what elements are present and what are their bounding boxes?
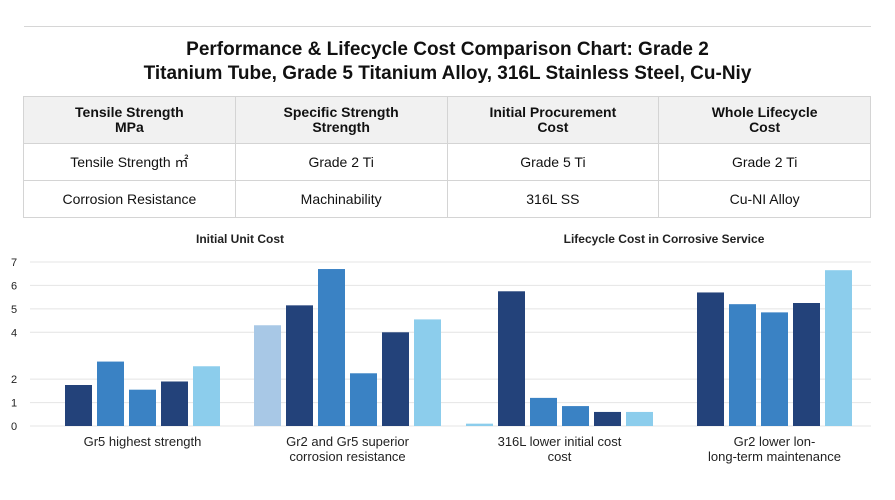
category-label: Gr5 highest strength	[84, 434, 202, 449]
category-label: long-term maintenance	[708, 449, 841, 464]
y-tick-label: 6	[11, 280, 17, 292]
table-cell: Grade 5 Ti	[446, 143, 660, 181]
bar	[161, 381, 188, 426]
bar	[97, 361, 124, 426]
table-cell: Machinability	[234, 180, 448, 218]
bar	[761, 312, 788, 426]
bar	[562, 406, 589, 426]
bar	[729, 304, 756, 426]
chart-title-line-2: Titanium Tube, Grade 5 Titanium Alloy, 3…	[143, 63, 752, 84]
category-label: cost	[548, 449, 572, 464]
category-label: corrosion resistance	[289, 449, 405, 464]
bar	[382, 332, 409, 426]
bar	[254, 325, 281, 426]
header-line: Whole Lifecycle	[711, 104, 818, 120]
table-cell: Grade 2 Ti	[234, 143, 448, 181]
header-line: MPa	[114, 119, 144, 135]
table-header-cell: Specific Strength Strength	[234, 96, 448, 144]
category-label: Gr2 lower lon-	[734, 434, 816, 449]
table-row: Tensile Strength ㎡ Grade 2 Ti Grade 5 Ti…	[23, 143, 871, 181]
category-label: 316L lower initial cost	[498, 434, 622, 449]
table-cell: Corrosion Resistance	[23, 180, 236, 218]
panel-title: Lifecycle Cost in Corrosive Service	[564, 232, 765, 246]
bar	[318, 269, 345, 426]
chart-title: Performance & Lifecycle Cost Comparison …	[0, 38, 895, 86]
table-header-row: Tensile Strength MPa Specific Strength S…	[23, 96, 871, 144]
comparison-table: Tensile Strength MPa Specific Strength S…	[23, 96, 871, 218]
bar	[530, 397, 557, 426]
bar	[466, 423, 493, 426]
header-line: Cost	[749, 119, 781, 135]
table-row: Corrosion Resistance Machinability 316L …	[23, 180, 871, 218]
bar	[793, 303, 820, 426]
bar	[286, 305, 313, 426]
table-cell: Grade 2 Ti	[658, 143, 871, 181]
chart-title-line-1: Performance & Lifecycle Cost Comparison …	[186, 39, 709, 60]
bar	[193, 366, 220, 426]
top-divider	[24, 26, 871, 27]
panel-title: Initial Unit Cost	[196, 232, 284, 246]
header-line: Specific Strength	[283, 104, 399, 120]
y-tick-label: 4	[11, 327, 17, 339]
table-cell: 316L SS	[446, 180, 660, 218]
bar	[129, 389, 156, 426]
bar	[626, 411, 653, 426]
header-line: Strength	[312, 119, 370, 135]
header-line: Tensile Strength	[75, 104, 184, 120]
header-line: Initial Procurement	[489, 104, 617, 120]
y-tick-label: 2	[11, 374, 17, 386]
bar	[498, 291, 525, 426]
y-tick-label: 0	[11, 421, 17, 433]
table-header-cell: Whole Lifecycle Cost	[658, 96, 871, 144]
category-label: Gr2 and Gr5 superior	[286, 434, 410, 449]
y-tick-label: 7	[11, 257, 17, 269]
y-tick-label: 5	[11, 304, 17, 316]
bar	[594, 411, 621, 426]
bar	[65, 385, 92, 426]
bar	[697, 292, 724, 426]
table-cell: Cu-NI Alloy	[658, 180, 871, 218]
header-line: Cost	[537, 119, 569, 135]
bar	[350, 373, 377, 426]
table-header-cell: Tensile Strength MPa	[23, 96, 236, 144]
bar	[825, 270, 852, 426]
y-tick-label: 1	[11, 398, 17, 410]
bar	[414, 319, 441, 426]
